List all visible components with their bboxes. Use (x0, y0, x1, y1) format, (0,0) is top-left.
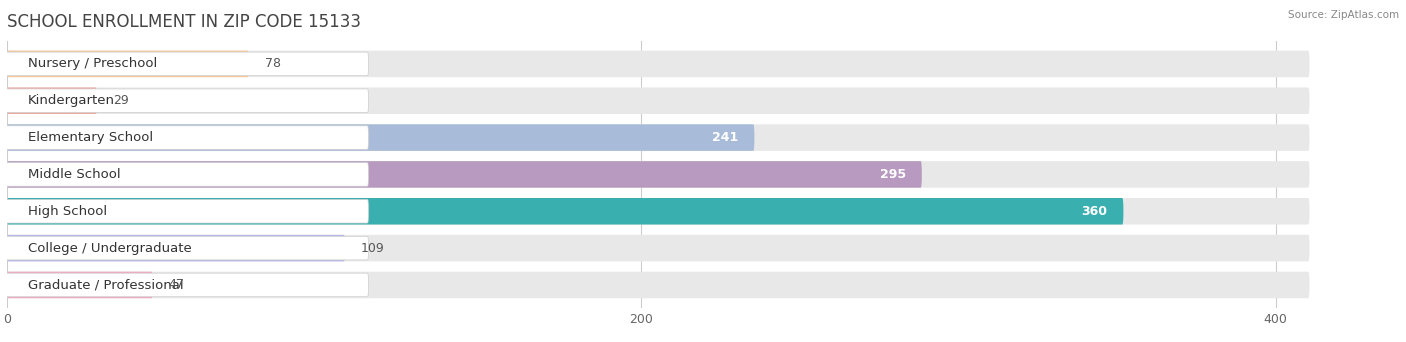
Text: Middle School: Middle School (28, 168, 121, 181)
Text: 29: 29 (112, 94, 128, 107)
FancyBboxPatch shape (7, 124, 1309, 151)
Text: Elementary School: Elementary School (28, 131, 153, 144)
FancyBboxPatch shape (7, 161, 1309, 188)
FancyBboxPatch shape (7, 272, 1309, 298)
FancyBboxPatch shape (7, 235, 1309, 261)
Text: Graduate / Professional: Graduate / Professional (28, 278, 183, 291)
Text: 295: 295 (880, 168, 905, 181)
FancyBboxPatch shape (7, 198, 1123, 225)
FancyBboxPatch shape (4, 89, 368, 113)
Text: 360: 360 (1081, 205, 1108, 218)
FancyBboxPatch shape (7, 235, 344, 261)
FancyBboxPatch shape (7, 88, 1309, 114)
Text: Source: ZipAtlas.com: Source: ZipAtlas.com (1288, 10, 1399, 20)
FancyBboxPatch shape (7, 88, 97, 114)
Text: High School: High School (28, 205, 107, 218)
FancyBboxPatch shape (4, 52, 368, 76)
FancyBboxPatch shape (7, 161, 922, 188)
FancyBboxPatch shape (4, 199, 368, 223)
Text: Nursery / Preschool: Nursery / Preschool (28, 57, 157, 70)
FancyBboxPatch shape (7, 124, 755, 151)
Text: 109: 109 (361, 241, 385, 254)
Text: 47: 47 (169, 278, 184, 291)
FancyBboxPatch shape (7, 198, 1309, 225)
Text: 78: 78 (264, 57, 281, 70)
FancyBboxPatch shape (7, 51, 249, 77)
FancyBboxPatch shape (4, 273, 368, 297)
FancyBboxPatch shape (7, 51, 1309, 77)
FancyBboxPatch shape (4, 163, 368, 186)
Text: SCHOOL ENROLLMENT IN ZIP CODE 15133: SCHOOL ENROLLMENT IN ZIP CODE 15133 (7, 13, 361, 31)
FancyBboxPatch shape (7, 272, 153, 298)
Text: Kindergarten: Kindergarten (28, 94, 115, 107)
FancyBboxPatch shape (4, 236, 368, 260)
Text: College / Undergraduate: College / Undergraduate (28, 241, 191, 254)
FancyBboxPatch shape (4, 126, 368, 149)
Text: 241: 241 (713, 131, 738, 144)
